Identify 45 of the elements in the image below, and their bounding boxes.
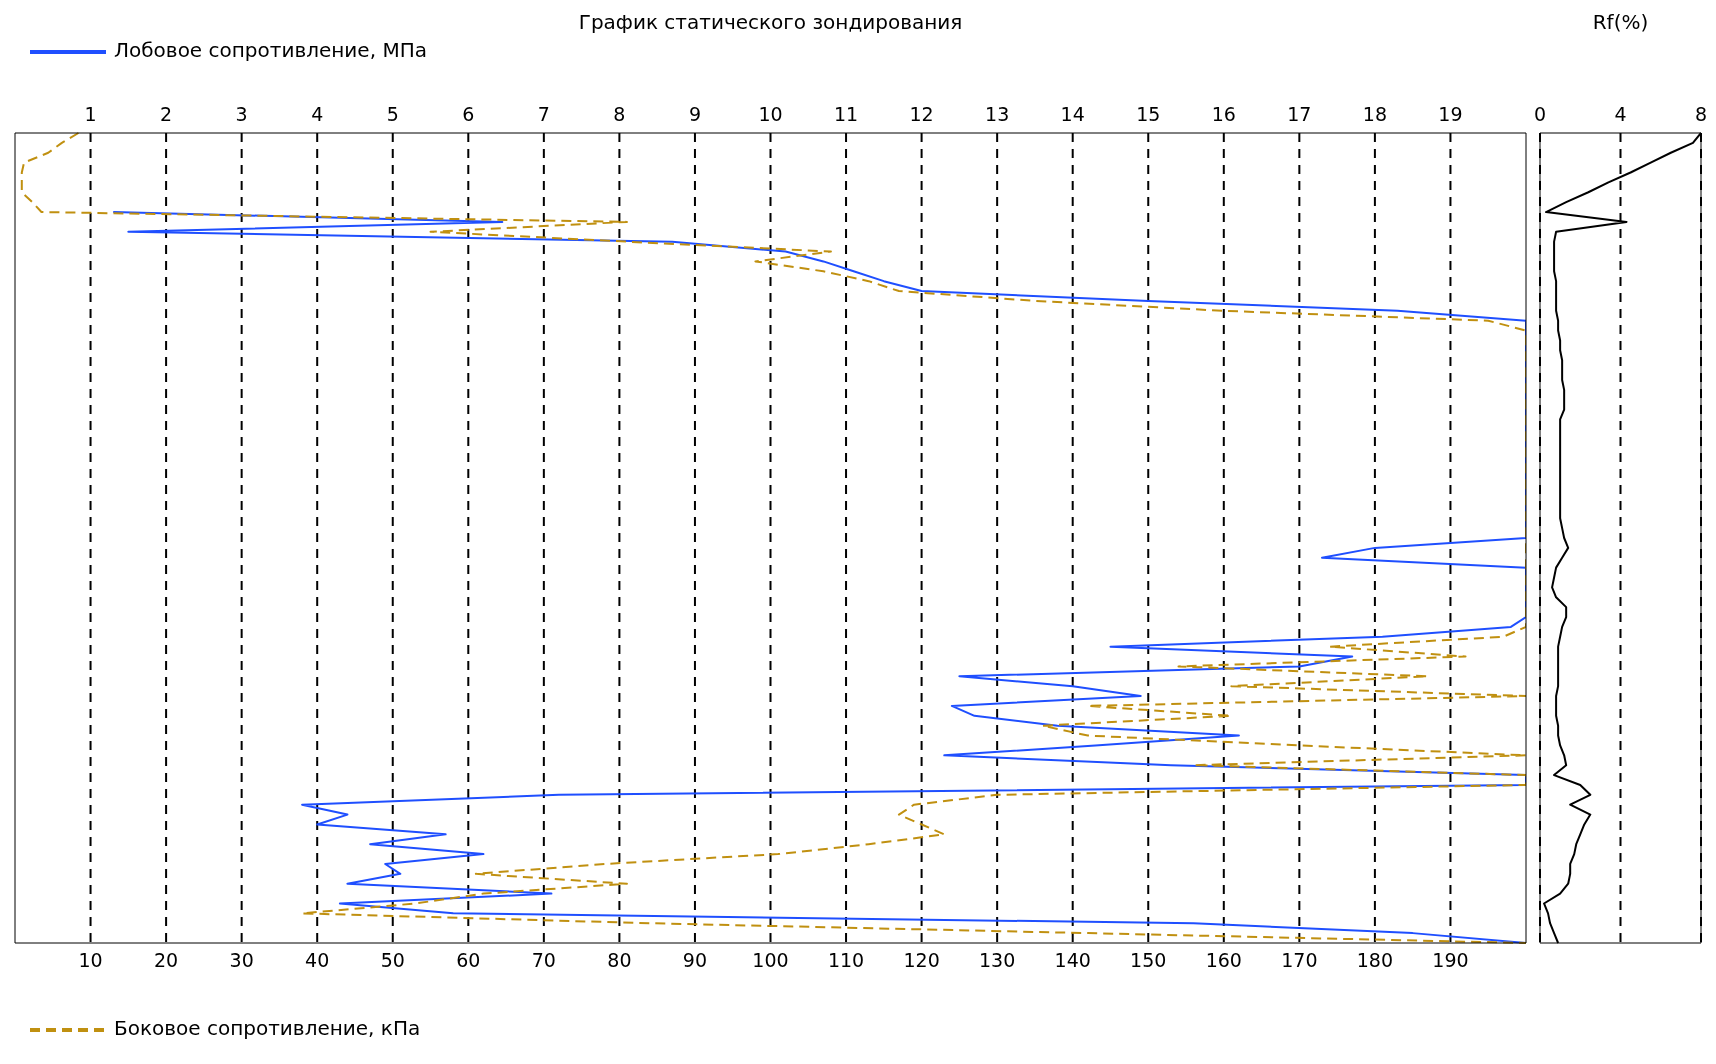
chart-title: Rf(%): [1591, 10, 1650, 34]
x-tick-label: 150: [1130, 949, 1167, 971]
x-tick-label: 90: [682, 949, 708, 971]
x2-tick-label: 7: [537, 103, 550, 125]
x-tick-label: 80: [607, 949, 632, 971]
x2-tick-label: 12: [909, 103, 934, 125]
chart-title: График статического зондирования: [577, 10, 964, 34]
x2-tick-label: 8: [613, 103, 626, 125]
x-tick-label: 70: [531, 949, 556, 971]
x2-tick-label: 4: [311, 103, 324, 125]
x2-tick-label: 6: [462, 103, 475, 125]
x-tick-label: 60: [456, 949, 481, 971]
x-tick-label: 30: [229, 949, 254, 971]
x2-tick-label: 19: [1438, 103, 1463, 125]
x-tick-label: 40: [305, 949, 330, 971]
x2-tick-label: 13: [985, 103, 1010, 125]
x2-tick-label: 3: [235, 103, 248, 125]
x-tick-label: 120: [903, 949, 940, 971]
x2-tick-label: 8: [1694, 103, 1708, 125]
x2-tick-label: 5: [386, 103, 399, 125]
x2-tick-label: 14: [1060, 103, 1085, 125]
x-tick-label: 20: [154, 949, 179, 971]
x-tick-label: 160: [1205, 949, 1242, 971]
x2-tick-label: 1: [84, 103, 97, 125]
x2-tick-label: 0: [1533, 103, 1547, 125]
x2-tick-label: 2: [160, 103, 173, 125]
x-tick-label: 110: [827, 949, 865, 971]
x-tick-label: 180: [1356, 949, 1394, 971]
x2-tick-label: 4: [1614, 103, 1627, 125]
x-tick-label: 170: [1281, 949, 1318, 971]
x-tick-label: 10: [78, 949, 103, 971]
x2-tick-label: 11: [833, 103, 859, 125]
x-tick-label: 100: [752, 949, 789, 971]
x-tick-label: 190: [1432, 949, 1469, 971]
x2-tick-label: 16: [1211, 103, 1236, 125]
x-tick-label: 130: [979, 949, 1016, 971]
x2-tick-label: 9: [688, 103, 701, 125]
legend-label: Боковое сопротивление, кПа: [114, 1016, 421, 1040]
x2-tick-label: 15: [1136, 103, 1161, 125]
legend-label: Лобовое сопротивление, МПа: [114, 38, 427, 62]
x-tick-label: 140: [1054, 949, 1091, 971]
x-tick-label: 50: [380, 949, 405, 971]
x2-tick-label: 17: [1287, 103, 1312, 125]
x2-tick-label: 18: [1362, 103, 1387, 125]
x2-tick-label: 10: [758, 103, 783, 125]
